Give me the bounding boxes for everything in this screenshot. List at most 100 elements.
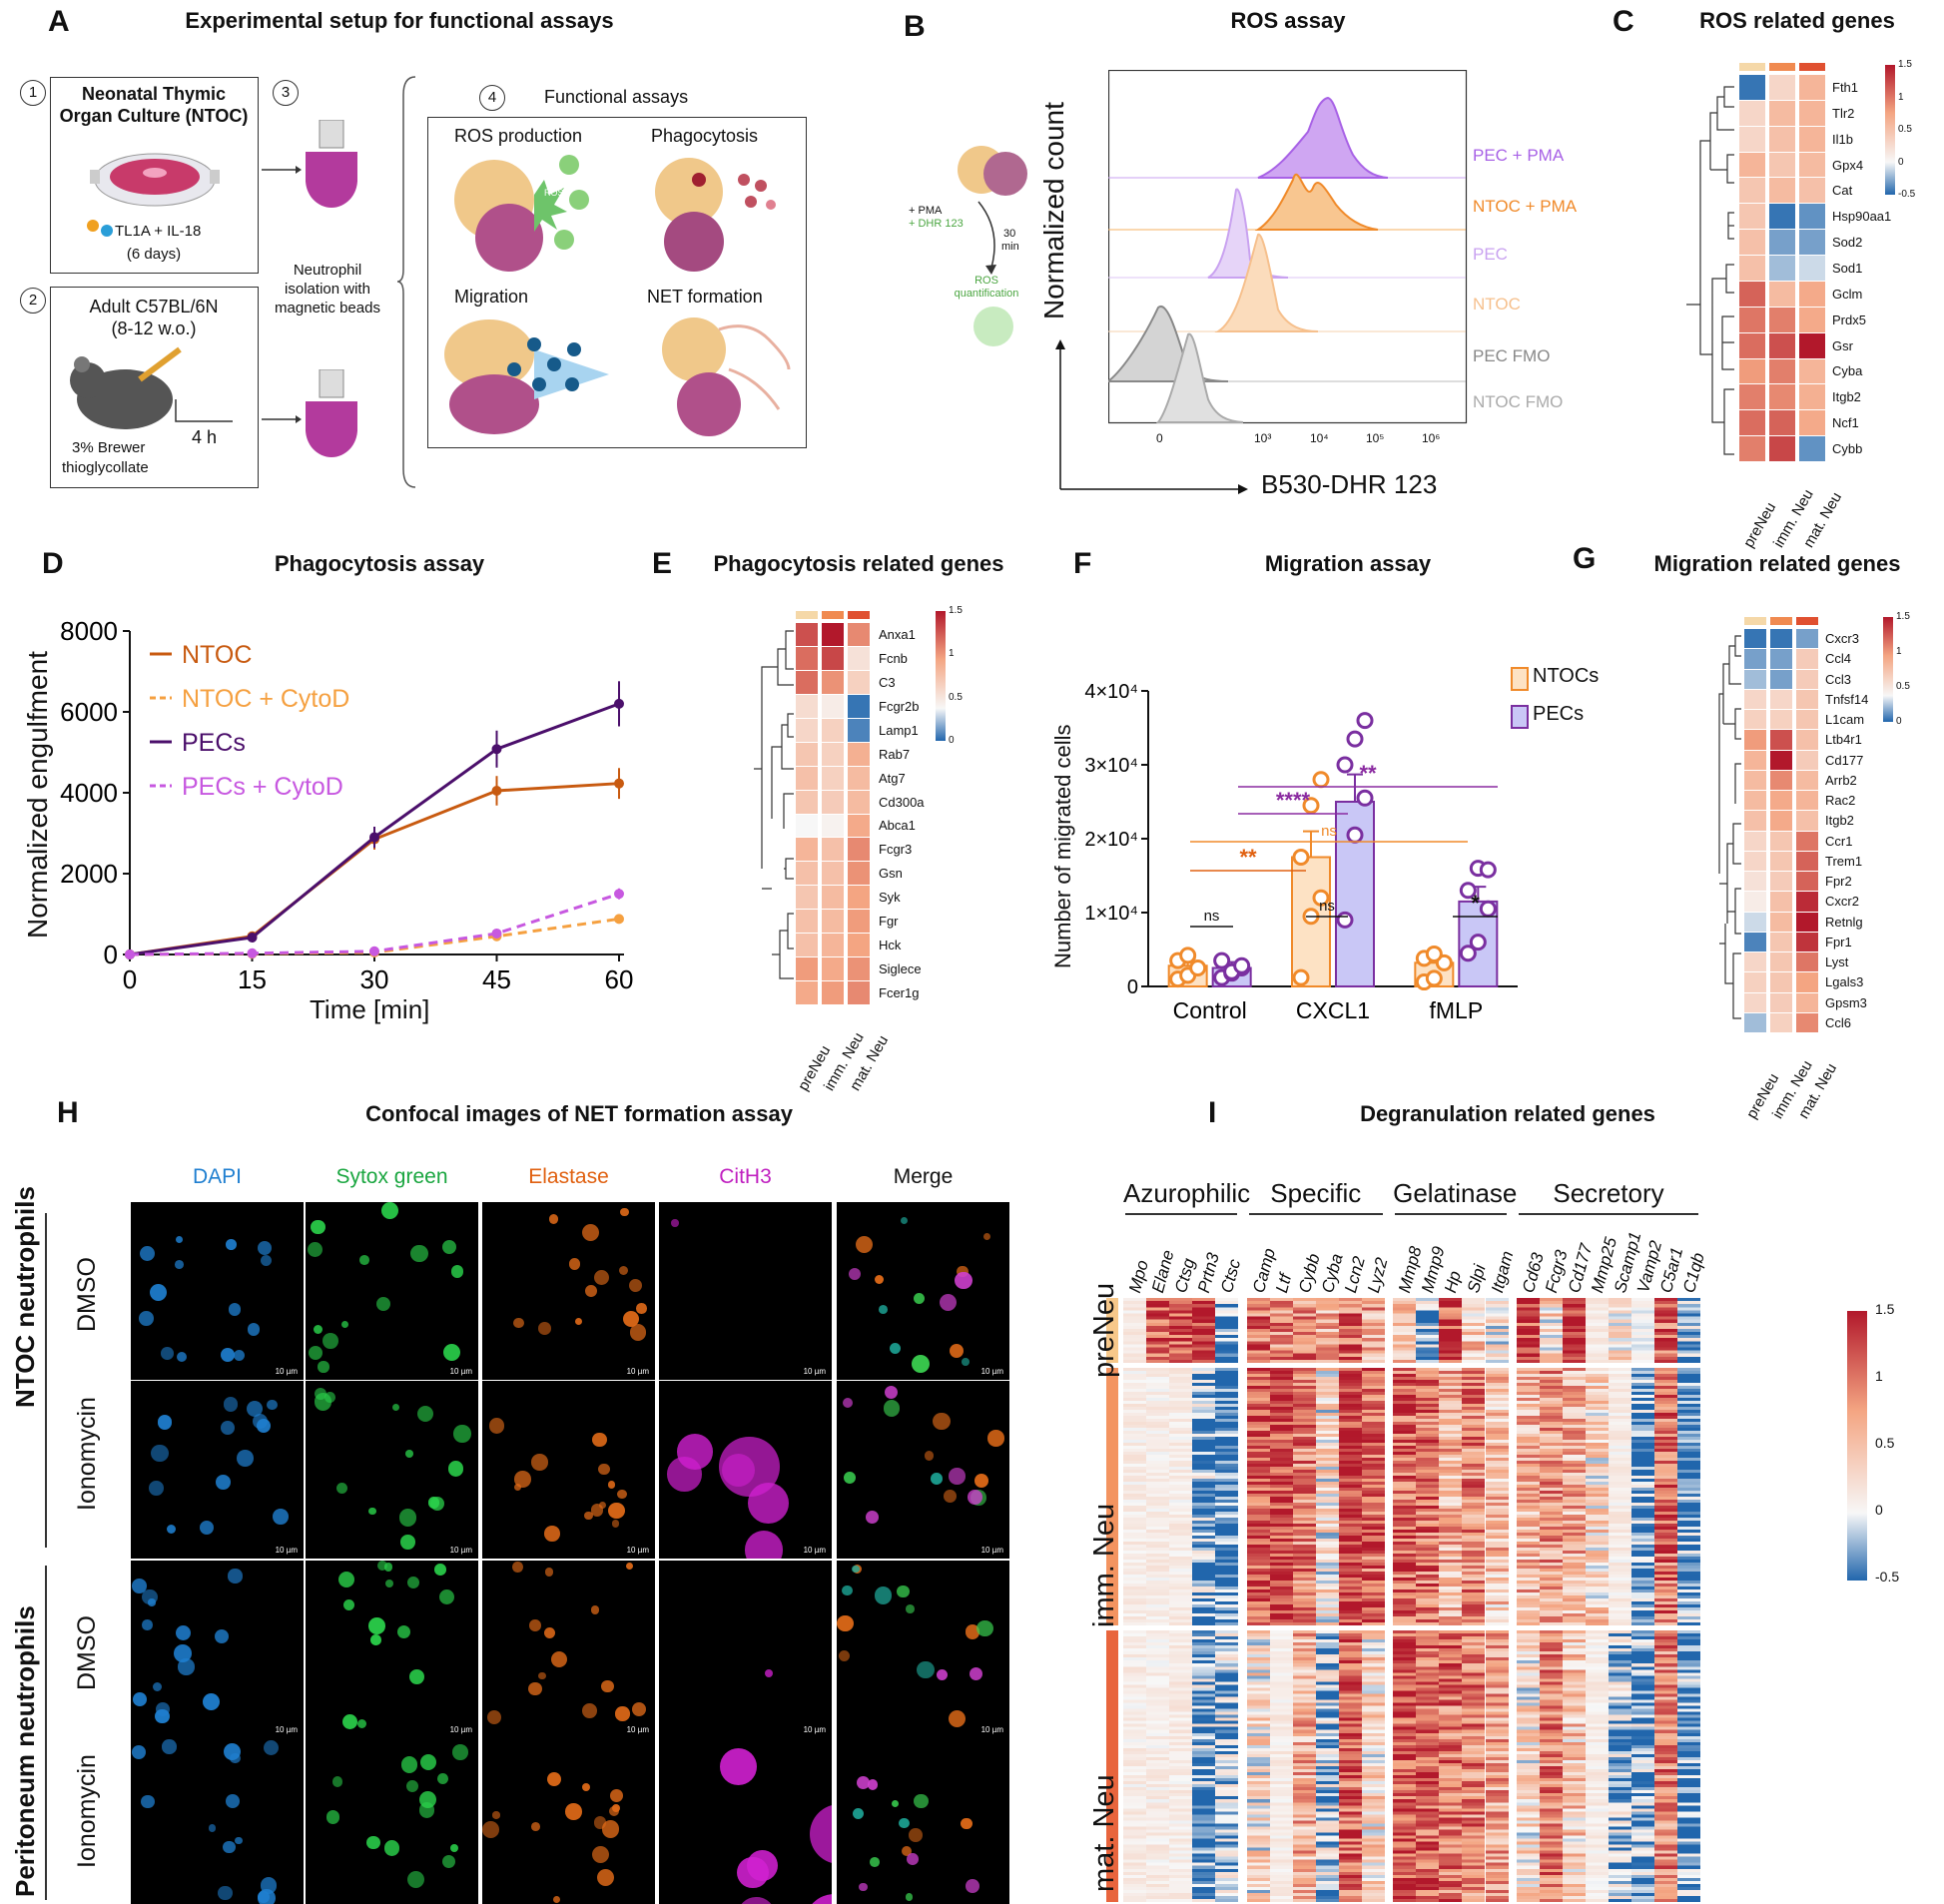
cell-spot xyxy=(936,1668,949,1680)
flow-tick-4: 10⁴ xyxy=(1310,431,1329,445)
cell-spot xyxy=(342,1599,354,1611)
c-cell xyxy=(1739,410,1765,436)
cell-spot xyxy=(150,1284,168,1302)
g-gene-3: Tnfsf14 xyxy=(1825,691,1869,707)
cell-spot xyxy=(235,1836,243,1844)
panel-e-title: Phagocytosis related genes xyxy=(713,551,1004,576)
cell-spot xyxy=(899,1817,910,1829)
i-heat-column xyxy=(1539,1298,1563,1363)
cell-spot xyxy=(226,1794,240,1808)
cell-spot xyxy=(844,1471,857,1484)
g-cell xyxy=(1796,689,1818,709)
i-heat-column xyxy=(1562,1368,1586,1625)
cell-spot xyxy=(408,1669,424,1685)
cell-spot xyxy=(418,1802,435,1819)
e-col-header-0 xyxy=(796,611,818,619)
cell-spot xyxy=(939,1293,958,1312)
i-heat-column xyxy=(1292,1368,1316,1625)
cell-spot xyxy=(629,1324,647,1341)
panel-i-title: Degranulation related genes xyxy=(1360,1101,1655,1126)
cell-spot xyxy=(400,1756,418,1773)
cell-spot xyxy=(221,1421,235,1435)
g-gene-11: Trem1 xyxy=(1825,853,1863,869)
brewer-1: 3% Brewer xyxy=(72,439,146,456)
g-colorbar-label: 0.5 xyxy=(1896,681,1910,692)
g-cell xyxy=(1796,952,1818,972)
cell-spot xyxy=(140,1245,156,1261)
g-col-header-1 xyxy=(1770,617,1792,625)
i-heat-column xyxy=(1677,1630,1701,1902)
cell-spot xyxy=(842,1397,853,1408)
g-gene-19: Ccl6 xyxy=(1825,1014,1852,1030)
adult-title-2: (8-12 w.o.) xyxy=(111,318,197,338)
cell-spot xyxy=(398,1509,417,1527)
cell-spot xyxy=(139,1311,155,1327)
cell-spot xyxy=(591,1504,604,1517)
ros-quant-1: ROS xyxy=(974,275,998,287)
e-colorbar-bar xyxy=(936,611,946,741)
g-cell xyxy=(1744,892,1766,912)
d-xtick-label: 45 xyxy=(482,964,511,994)
g-colorbar-label: 1.5 xyxy=(1896,611,1910,622)
g-cell xyxy=(1796,730,1818,750)
i-row-label-2: mat. Neu xyxy=(1088,1774,1120,1892)
cell-spot xyxy=(628,1279,642,1293)
i-heat-column xyxy=(1246,1630,1270,1902)
cell-spot xyxy=(596,1868,615,1887)
i-heat-column xyxy=(1677,1368,1701,1625)
cell-spot xyxy=(260,1255,272,1267)
c-gene-12: Itgb2 xyxy=(1832,389,1861,405)
g-gene-9: Itgb2 xyxy=(1825,813,1854,829)
c-gene-5: Hsp90aa1 xyxy=(1832,209,1892,225)
cell-spot xyxy=(565,1803,582,1820)
i-heat-column xyxy=(1315,1368,1339,1625)
cell-spot xyxy=(443,1343,461,1361)
i-row-label-0: preNeu xyxy=(1088,1282,1120,1378)
e-gene-11: Syk xyxy=(879,890,901,906)
i-heat-column xyxy=(1609,1368,1632,1625)
panel-g-title: Migration related genes xyxy=(1653,551,1901,576)
ntoc-title-2: Organ Culture (NTOC) xyxy=(59,106,249,126)
g-colorbar-bar xyxy=(1883,617,1893,722)
cell-spot xyxy=(237,1450,255,1468)
cell-spot xyxy=(955,1271,972,1290)
e-cell xyxy=(822,934,844,957)
e-cell xyxy=(796,670,818,694)
e-gene-10: Gsn xyxy=(879,866,903,882)
confocal-image-r2-c2: 10 µm xyxy=(482,1561,655,1738)
cell-spot xyxy=(601,1820,620,1838)
c-col-header-1 xyxy=(1769,63,1795,71)
e-cell xyxy=(822,742,844,766)
e-cell xyxy=(796,957,818,981)
e-cell xyxy=(822,790,844,814)
confocal-image-r2-c1: 10 µm xyxy=(306,1561,478,1738)
i-heat-column xyxy=(1609,1298,1632,1363)
cell-spot xyxy=(359,1254,370,1265)
cell-spot xyxy=(405,1780,418,1793)
cell-spot xyxy=(391,1403,400,1411)
c-cell xyxy=(1739,436,1765,461)
i-heat-column xyxy=(1654,1630,1678,1902)
i-group-label-0: Azurophilic xyxy=(1123,1178,1251,1208)
e-gene-13: Hck xyxy=(879,938,902,953)
brewer-2: thioglycollate xyxy=(62,459,149,476)
i-heat-column xyxy=(1315,1298,1339,1363)
curved-arrow-icon xyxy=(977,201,996,275)
cell-spot xyxy=(226,1239,237,1250)
cell-spot xyxy=(805,1894,832,1904)
g-cell xyxy=(1770,892,1792,912)
g-cell xyxy=(1796,791,1818,811)
cell-spot xyxy=(949,1343,965,1358)
i-heat-column xyxy=(1416,1298,1440,1363)
panel-f-title: Migration assay xyxy=(1264,551,1432,576)
i-heat-column xyxy=(1516,1298,1540,1363)
i-heat-column xyxy=(1585,1368,1609,1625)
cell-spot xyxy=(260,1877,277,1894)
cell-spot xyxy=(160,1347,174,1361)
c-cell xyxy=(1739,307,1765,332)
g-cell xyxy=(1796,770,1818,790)
c-cell xyxy=(1799,436,1825,461)
incubation-time: 4 h xyxy=(192,427,218,447)
cell-spot xyxy=(178,1658,195,1675)
